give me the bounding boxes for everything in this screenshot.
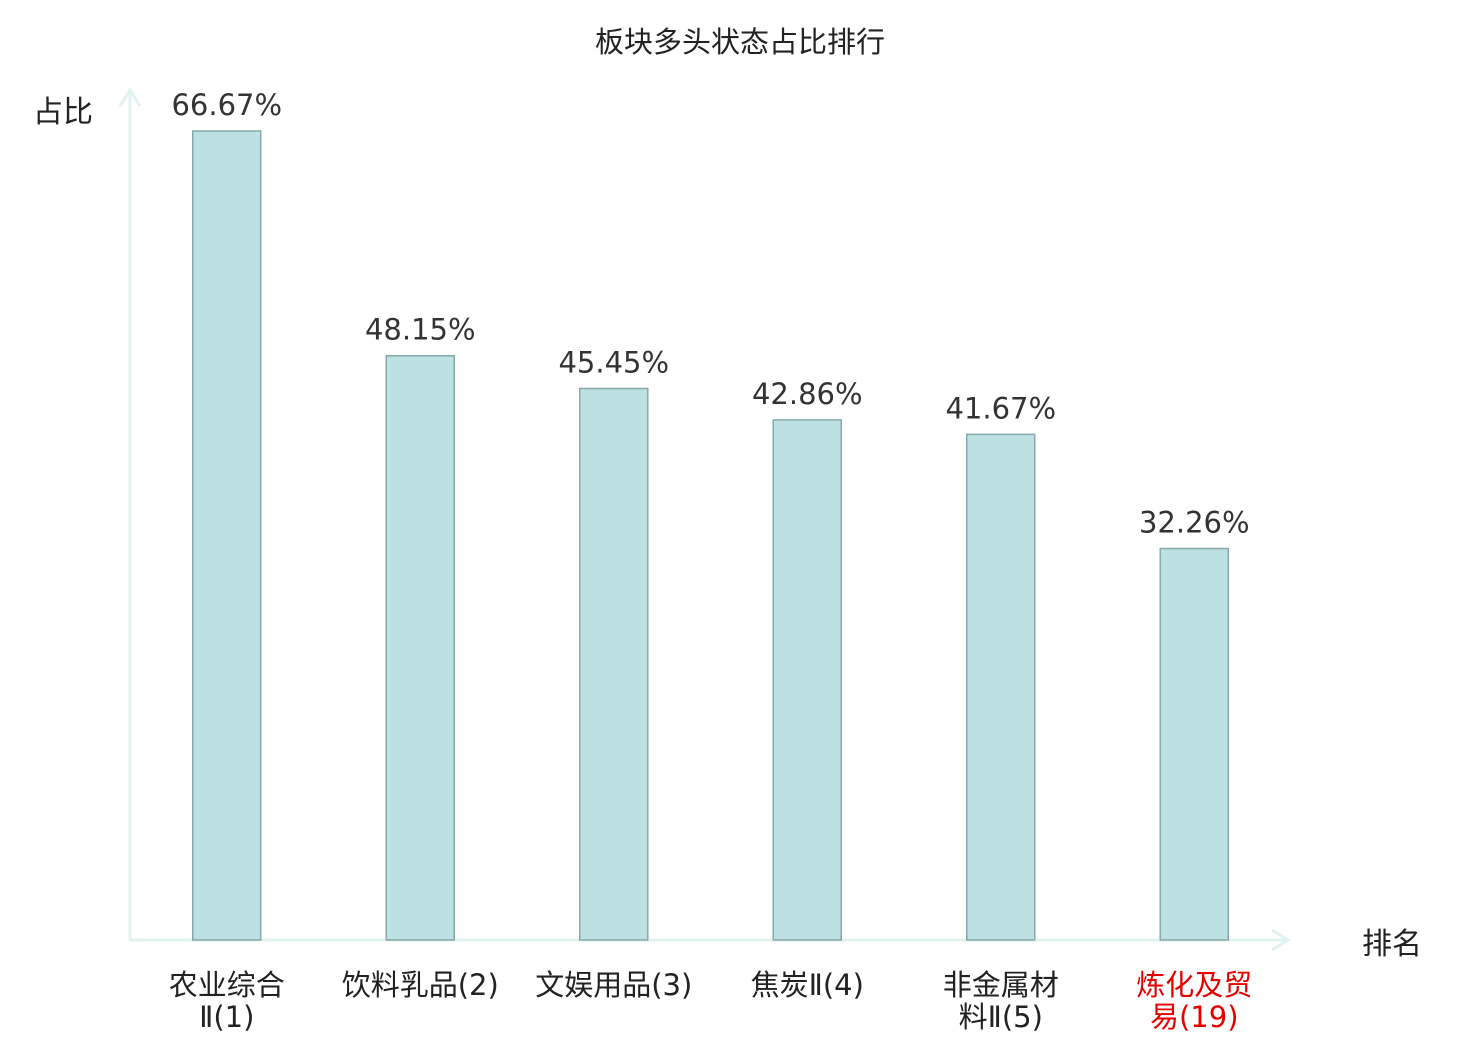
category-label: 饮料乳品(2)	[342, 968, 499, 1002]
category-label: 文娱用品(3)	[535, 968, 692, 1002]
value-label: 41.67%	[945, 391, 1056, 425]
category-label: 料Ⅱ(5)	[959, 1000, 1043, 1034]
category-label: 农业综合	[169, 968, 285, 1002]
category-label: 焦炭Ⅱ(4)	[751, 968, 864, 1002]
bars-group	[192, 130, 1229, 941]
bar	[579, 387, 649, 941]
value-label: 48.15%	[365, 313, 476, 347]
bar	[192, 130, 262, 941]
bar	[1159, 547, 1229, 941]
y-axis-label: 占比	[33, 95, 93, 130]
category-label: Ⅱ(1)	[199, 1000, 254, 1034]
category-label: 炼化及贸	[1136, 968, 1252, 1002]
category-label: 非金属材	[943, 968, 1059, 1002]
bar	[772, 419, 842, 941]
value-label: 66.67%	[171, 88, 282, 122]
chart-title: 板块多头状态占比排行	[595, 25, 885, 59]
value-label: 32.26%	[1139, 506, 1250, 540]
value-label: 45.45%	[558, 345, 669, 379]
value-labels-group: 66.67% 48.15% 45.45% 42.86% 41.67% 32.26%	[171, 88, 1249, 540]
x-axis-arrow	[1271, 928, 1291, 952]
value-label: 42.86%	[752, 377, 863, 411]
axes	[118, 87, 1291, 952]
bar	[966, 433, 1036, 941]
category-label: 易(19)	[1150, 1000, 1239, 1034]
y-axis-arrow	[118, 87, 142, 107]
bar	[385, 354, 455, 941]
x-axis-label: 排名	[1362, 927, 1422, 962]
